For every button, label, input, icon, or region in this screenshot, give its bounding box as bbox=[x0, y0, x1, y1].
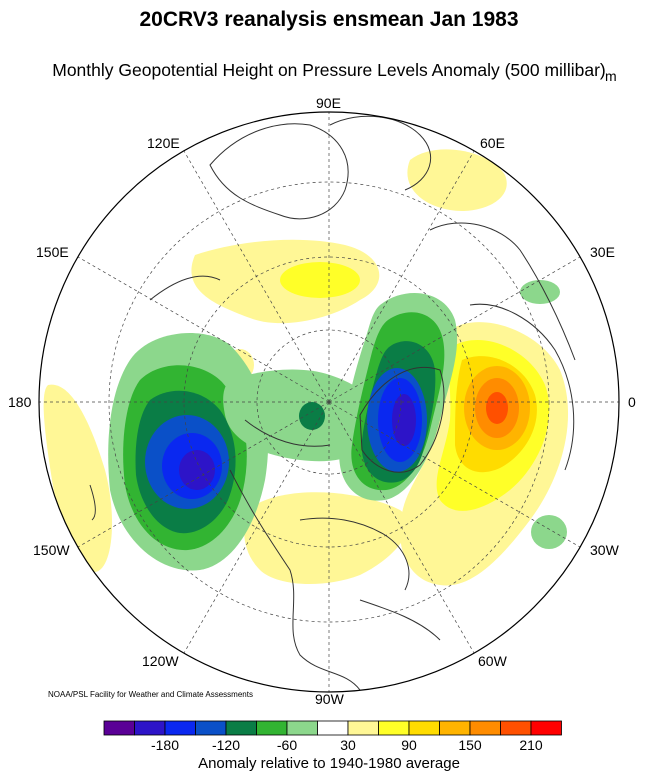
lon-label-0: 0 bbox=[628, 394, 636, 410]
colorbar-tick-label: 210 bbox=[519, 737, 543, 753]
graticule bbox=[39, 112, 619, 692]
lon-label-90w: 90W bbox=[315, 691, 344, 707]
colorbar-tick-label: -120 bbox=[211, 737, 241, 753]
lon-label-30w: 30W bbox=[590, 542, 619, 558]
anomaly-small-atlantic bbox=[531, 515, 567, 549]
colorbar-swatch bbox=[195, 720, 227, 736]
colorbar-tick-label: 30 bbox=[340, 737, 356, 753]
globe-outline bbox=[38, 111, 620, 693]
colorbar-swatch bbox=[347, 720, 379, 736]
colorbar-swatch bbox=[530, 720, 562, 736]
lon-label-120e: 120E bbox=[147, 135, 180, 151]
lon-label-30e: 30E bbox=[590, 244, 615, 260]
map-title: 20CRV3 reanalysis ensmean Jan 1983 bbox=[139, 8, 519, 31]
lon-label-180: 180 bbox=[8, 394, 32, 410]
coastlines bbox=[89, 115, 576, 691]
lon-label-90e: 90E bbox=[316, 95, 341, 111]
colorbar-swatch bbox=[500, 720, 532, 736]
map-subtitle: Monthly Geopotential Height on Pressure … bbox=[52, 60, 606, 80]
colorbar-swatch bbox=[103, 720, 135, 736]
anomaly-north-america bbox=[244, 492, 408, 585]
colorbar-tick-label: -60 bbox=[276, 737, 298, 753]
colorbar-swatch bbox=[408, 720, 440, 736]
lon-label-120w: 120W bbox=[142, 653, 179, 669]
anomaly-greenland-low bbox=[339, 293, 458, 501]
colorbar-title: Anomaly relative to 1940-1980 average bbox=[198, 755, 460, 772]
credit-line: NOAA/PSL Facility for Weather and Climat… bbox=[48, 690, 253, 699]
colorbar-swatch bbox=[225, 720, 257, 736]
colorbar-tick-label: 150 bbox=[458, 737, 482, 753]
colorbar-tick-label: 90 bbox=[401, 737, 417, 753]
unit-label: m bbox=[605, 68, 617, 84]
lon-label-150e: 150E bbox=[36, 244, 69, 260]
anomaly-north-pacific-low bbox=[108, 333, 269, 571]
colorbar-swatch bbox=[469, 720, 501, 736]
anomaly-polar-core bbox=[299, 402, 325, 430]
lon-label-60w: 60W bbox=[478, 653, 507, 669]
anomaly-pacific bbox=[43, 384, 113, 573]
colorbar-tick-label: -180 bbox=[150, 737, 180, 753]
colorbar-swatch bbox=[317, 720, 349, 736]
anomaly-small-east bbox=[520, 280, 560, 304]
colorbar-swatch bbox=[164, 720, 196, 736]
colorbar-swatch bbox=[286, 720, 318, 736]
lon-label-150w: 150W bbox=[33, 542, 70, 558]
colorbar-swatch bbox=[134, 720, 166, 736]
colorbar bbox=[103, 720, 562, 736]
colorbar-swatch bbox=[439, 720, 471, 736]
colorbar-swatch bbox=[256, 720, 288, 736]
anomaly-60e bbox=[407, 149, 507, 211]
colorbar-swatch bbox=[378, 720, 410, 736]
lon-label-60e: 60E bbox=[480, 135, 505, 151]
